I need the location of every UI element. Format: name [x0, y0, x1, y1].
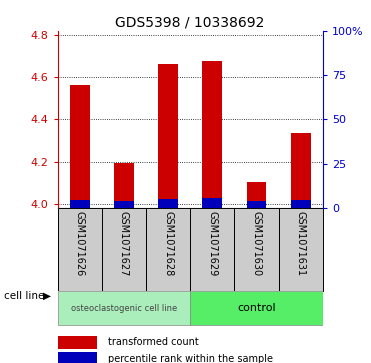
Bar — [234, 208, 279, 291]
Text: GSM1071631: GSM1071631 — [296, 211, 306, 276]
Text: GSM1071628: GSM1071628 — [163, 211, 173, 276]
Bar — [158, 199, 178, 208]
Text: control: control — [237, 303, 276, 313]
Bar — [114, 163, 134, 208]
Text: GSM1071630: GSM1071630 — [252, 211, 262, 276]
Bar — [202, 61, 222, 208]
Bar — [58, 291, 190, 325]
Bar — [58, 208, 102, 291]
Bar — [70, 200, 89, 208]
Text: GSM1071627: GSM1071627 — [119, 211, 129, 276]
Bar — [58, 336, 97, 349]
Text: ▶: ▶ — [43, 291, 51, 301]
Text: osteoclastogenic cell line: osteoclastogenic cell line — [71, 304, 177, 313]
Bar — [246, 182, 266, 208]
Bar — [279, 208, 323, 291]
Bar — [102, 208, 146, 291]
Bar — [58, 352, 97, 363]
Text: percentile rank within the sample: percentile rank within the sample — [108, 354, 273, 363]
Bar — [158, 64, 178, 208]
Bar — [114, 201, 134, 208]
Bar — [190, 208, 234, 291]
Text: transformed count: transformed count — [108, 337, 198, 347]
Text: GSM1071629: GSM1071629 — [207, 211, 217, 276]
Bar — [291, 200, 311, 208]
Bar — [291, 133, 311, 208]
Title: GDS5398 / 10338692: GDS5398 / 10338692 — [115, 16, 265, 30]
Bar — [146, 208, 190, 291]
Text: GSM1071626: GSM1071626 — [75, 211, 85, 276]
Bar — [202, 197, 222, 208]
Bar — [190, 291, 323, 325]
Bar — [246, 201, 266, 208]
Text: cell line: cell line — [4, 291, 44, 301]
Bar — [70, 85, 89, 208]
